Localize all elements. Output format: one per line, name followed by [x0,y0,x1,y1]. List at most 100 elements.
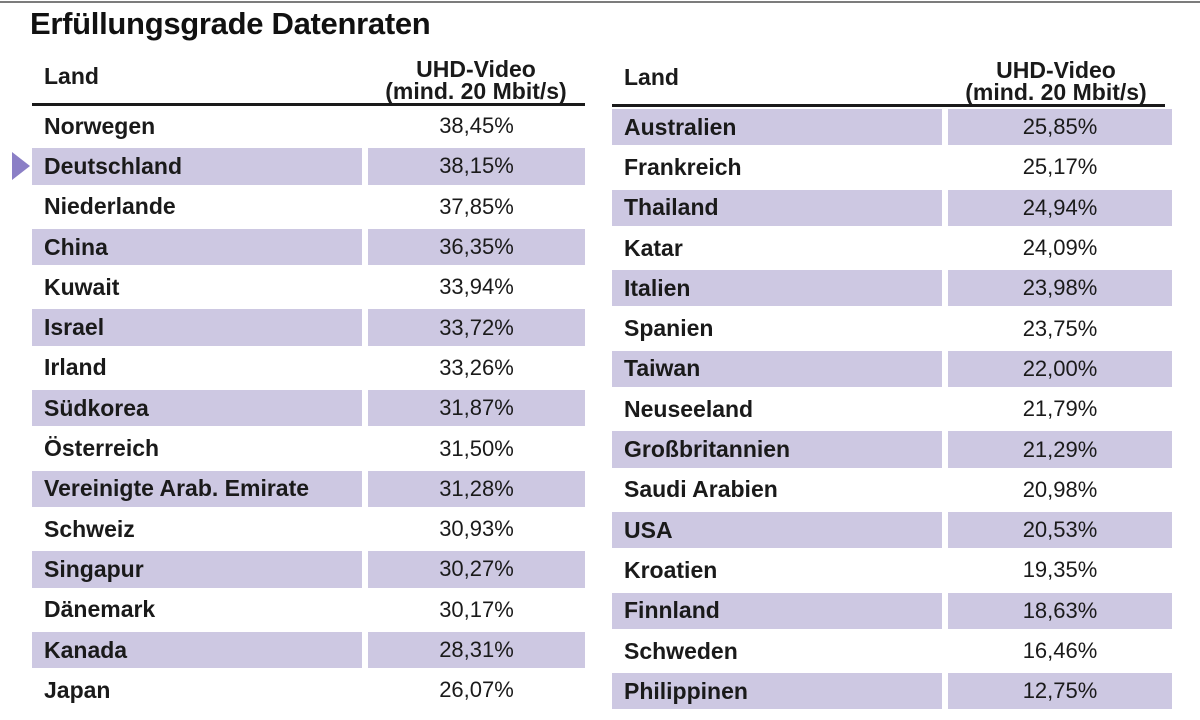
table-row: Philippinen 12,75% [612,671,1172,711]
table-row: Israel 33,72% [32,307,585,347]
uhd-percentage: 30,93% [439,516,514,542]
table-row: Japan 26,07% [32,670,585,710]
uhd-percentage: 33,72% [368,309,585,346]
table-row: Thailand 24,94% [612,188,1172,228]
header-uhd-video: UHD-Video (mind. 20 Mbit/s) [367,56,585,104]
table-row: Dänemark 30,17% [32,590,585,630]
country-name: Italien [612,270,942,307]
country-name: Singapur [32,551,362,588]
header-uhd-line2: (mind. 20 Mbit/s) [385,78,567,104]
country-name: Kanada [32,631,362,669]
uhd-percentage: 20,98% [1022,476,1098,502]
table-row: Neuseeland 21,79% [612,389,1165,429]
uhd-percentage: 25,17% [1022,154,1098,180]
table-header: Land UHD-Video (mind. 20 Mbit/s) [612,56,1165,107]
table-row: Spanien 23,75% [612,308,1165,348]
country-name: Südkorea [32,390,362,427]
country-name: Kroatien [624,556,718,583]
header-uhd-line1: UHD-Video [996,57,1116,83]
table-row: Österreich 31,50% [32,428,585,468]
table-row: Irland 33,26% [32,348,585,388]
page-title: Erfüllungsgrade Datenraten [30,6,431,41]
table-row: Südkorea 31,87% [32,388,585,428]
table-row: Kanada 28,31% [32,630,585,670]
table-row: Frankreich 25,17% [612,147,1165,187]
uhd-percentage: 31,87% [368,390,585,427]
country-name: Niederlande [44,193,176,220]
table-row: Katar 24,09% [612,228,1165,268]
header-land: Land [44,63,99,89]
uhd-percentage: 33,26% [439,354,514,380]
country-name: Norwegen [44,112,156,139]
highlight-marker-icon [12,152,30,180]
country-name: Frankreich [624,153,742,180]
country-name: China [32,228,362,266]
left-table: Land UHD-Video (mind. 20 Mbit/s) Norwege… [32,55,585,710]
table-row: Saudi Arabien 20,98% [612,470,1165,510]
country-name: Schweiz [44,515,135,542]
country-name: Taiwan [612,350,942,388]
header-uhd-video: UHD-Video (mind. 20 Mbit/s) [947,57,1165,105]
uhd-percentage: 23,98% [948,270,1172,307]
uhd-percentage: 23,75% [1022,315,1098,341]
top-rule [0,1,1200,3]
uhd-percentage: 30,17% [439,596,514,622]
table-row: Kuwait 33,94% [32,267,585,307]
country-name: Irland [44,354,107,381]
country-name: Finnland [612,592,942,629]
uhd-percentage: 38,15% [368,148,585,185]
table-row: Finnland 18,63% [612,591,1172,631]
uhd-percentage: 36,35% [368,228,585,266]
country-name: Vereinigte Arab. Emirate [32,470,362,507]
table-row: Vereinigte Arab. Emirate 31,28% [32,469,585,509]
table-row: Australien 25,85% [612,107,1172,147]
table-row: Schweiz 30,93% [32,509,585,549]
table-row: Taiwan 22,00% [612,349,1172,389]
table-row: USA 20,53% [612,510,1172,550]
uhd-percentage: 31,50% [439,435,514,461]
country-name: Großbritannien [612,431,942,468]
uhd-percentage: 26,07% [439,677,514,703]
country-name: Kuwait [44,273,120,300]
header-land: Land [624,64,679,90]
left-rows: Norwegen 38,45% Deutschland 38,15% Niederlan… [32,106,585,710]
country-name: Katar [624,234,683,261]
header-uhd-line2: (mind. 20 Mbit/s) [965,79,1147,105]
country-name: Saudi Arabien [624,476,778,503]
country-name: Japan [44,676,111,703]
uhd-percentage: 16,46% [1022,638,1098,663]
uhd-percentage: 25,85% [948,109,1172,146]
uhd-percentage: 28,31% [368,631,585,669]
header-uhd-line1: UHD-Video [416,56,536,82]
right-table: Land UHD-Video (mind. 20 Mbit/s) Austral… [612,56,1172,711]
country-name: Schweden [624,637,738,664]
uhd-percentage: 12,75% [948,673,1172,710]
uhd-percentage: 33,94% [439,274,514,300]
table-row: Singapur 30,27% [32,549,585,589]
table-row: Schweden 16,46% [612,631,1165,671]
uhd-percentage: 21,79% [1022,396,1098,422]
country-name: USA [612,511,942,549]
table-row: Niederlande 37,85% [32,187,585,227]
uhd-percentage: 21,29% [948,431,1172,468]
country-name: Australien [612,109,942,146]
table-header: Land UHD-Video (mind. 20 Mbit/s) [32,55,585,106]
uhd-percentage: 19,35% [1022,557,1098,583]
uhd-percentage: 18,63% [948,592,1172,629]
table-row: Großbritannien 21,29% [612,429,1172,469]
country-name: Philippinen [612,673,942,710]
country-name: Dänemark [44,596,156,623]
right-rows: Australien 25,85% Frankreich 25,17% Thailand… [612,107,1172,711]
table-row: China 36,35% [32,227,585,267]
uhd-percentage: 38,45% [439,113,514,139]
table-row: Italien 23,98% [612,268,1172,308]
table-row: Norwegen 38,45% [32,106,585,146]
uhd-percentage: 24,94% [948,189,1172,226]
country-name: Deutschland [32,148,362,185]
uhd-percentage: 31,28% [368,470,585,507]
country-name: Österreich [44,435,160,462]
uhd-percentage: 20,53% [948,511,1172,549]
uhd-percentage: 30,27% [368,551,585,588]
uhd-percentage: 22,00% [948,350,1172,388]
country-name: Thailand [612,189,942,226]
